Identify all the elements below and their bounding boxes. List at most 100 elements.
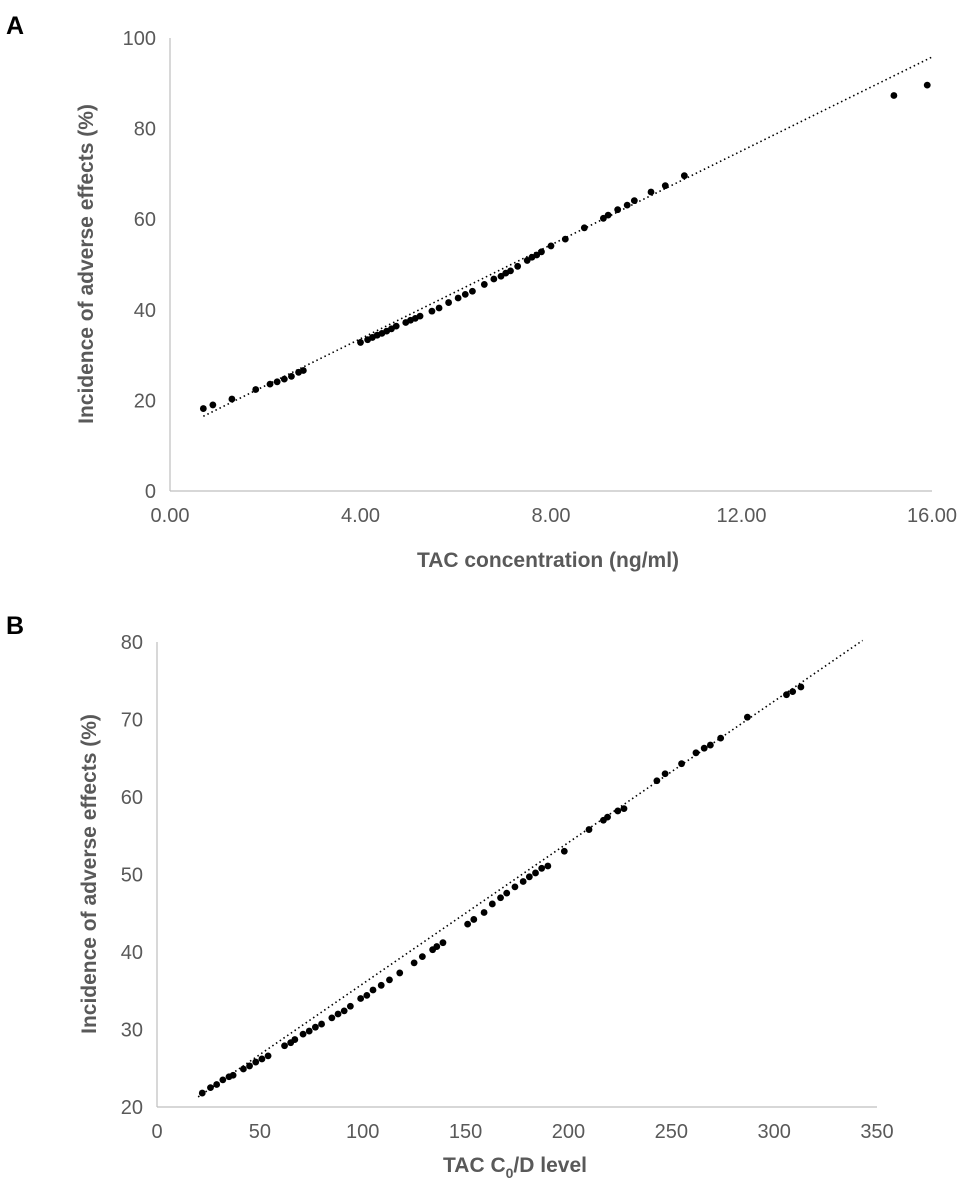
panel-a-data-point bbox=[228, 395, 236, 403]
panel-a-y-tick-label: 80 bbox=[134, 119, 156, 141]
panel-b-data-point bbox=[717, 734, 725, 742]
panel-b-trendline bbox=[197, 639, 864, 1098]
panel-a-x-axis-title: TAC concentration (ng/ml) bbox=[417, 549, 679, 572]
panel-b-data-point bbox=[544, 862, 552, 870]
panel-a-data-point bbox=[416, 312, 424, 320]
panel-a-data-point bbox=[252, 386, 260, 393]
panel-a-data-point bbox=[469, 287, 476, 295]
panel-b-data-point bbox=[312, 1023, 319, 1031]
panel-b-y-tick-labels: 20 30 40 50 60 70 80 bbox=[121, 632, 143, 1119]
panel-b-data-point bbox=[511, 883, 519, 891]
panel-a-y-axis-title: Incidence of adverse effects (%) bbox=[75, 104, 98, 424]
panel-b-data-point bbox=[219, 1076, 227, 1084]
panel-b-data-point bbox=[299, 1030, 307, 1038]
panel-b-data-point bbox=[653, 777, 661, 785]
panel-b-data-point bbox=[620, 805, 628, 813]
panel-b-y-tick-label: 70 bbox=[121, 710, 143, 732]
panel-a-data-point bbox=[630, 197, 638, 205]
panel-a-x-tick-labels: 0.00 4.00 8.00 12.00 16.00 bbox=[151, 505, 958, 527]
panel-b-data-point bbox=[281, 1042, 288, 1050]
panel-a-y-tick-label: 20 bbox=[134, 390, 156, 412]
panel-b-x-tick-label: 150 bbox=[449, 1121, 482, 1143]
panel-a-data-point bbox=[435, 304, 443, 312]
panel-a-points bbox=[199, 81, 931, 412]
panel-a-data-point bbox=[680, 172, 688, 180]
panel-a-data-point bbox=[273, 378, 281, 386]
panel-b-data-point bbox=[318, 1020, 325, 1028]
panel-b-data-point bbox=[264, 1052, 272, 1060]
panel-b-data-point bbox=[410, 959, 418, 967]
panel-a-data-point bbox=[357, 339, 364, 346]
panel-b-data-point bbox=[532, 869, 539, 877]
panel-a-data-point bbox=[266, 380, 274, 388]
panel-b-y-axis-title: Incidence of adverse effects (%) bbox=[78, 714, 101, 1034]
panel-a-data-point bbox=[890, 92, 898, 99]
panel-b-y-tick-label: 40 bbox=[121, 942, 143, 964]
panel-b-points bbox=[198, 683, 805, 1097]
panel-b-data-point bbox=[433, 943, 441, 950]
panel-b-data-point bbox=[258, 1055, 266, 1063]
panel-b-data-point bbox=[503, 889, 511, 897]
panel-b-data-point bbox=[661, 770, 669, 778]
panel-a-x-tick-label: 16.00 bbox=[907, 505, 957, 527]
panel-b-data-point bbox=[207, 1084, 214, 1092]
panel-b-data-point bbox=[678, 760, 685, 768]
panel-a-data-point bbox=[507, 267, 514, 275]
panel-a-data-point bbox=[661, 182, 669, 190]
panel-a-data-point bbox=[461, 290, 469, 298]
panel-a-x-tick-label: 12.00 bbox=[716, 505, 766, 527]
panel-b-y-tick-label: 30 bbox=[121, 1020, 143, 1042]
panel-b-data-point bbox=[229, 1071, 237, 1079]
panel-a-data-point bbox=[647, 188, 655, 196]
panel-b-data-point bbox=[614, 807, 622, 815]
panel-b-data-point bbox=[439, 939, 447, 947]
panel-b-x-tick-label: 250 bbox=[655, 1121, 688, 1143]
panel-b-y-tick-label: 60 bbox=[121, 787, 143, 809]
panel-b-data-point bbox=[797, 683, 805, 691]
panel-a-data-point bbox=[538, 248, 545, 256]
panel-b-data-point bbox=[706, 741, 714, 749]
panel-b-data-point bbox=[525, 873, 533, 881]
panel-a-trendline bbox=[202, 56, 933, 417]
panel-a-data-point bbox=[428, 307, 436, 315]
panel-a-data-point bbox=[209, 401, 217, 409]
panel-b-data-point bbox=[328, 1014, 336, 1022]
panel-a-data-point bbox=[580, 224, 588, 232]
panel-b-data-point bbox=[519, 878, 527, 885]
panel-b-data-point bbox=[560, 847, 568, 855]
panel-b-data-point bbox=[744, 713, 751, 721]
panel-a-data-point bbox=[288, 372, 295, 380]
panel-b-data-point bbox=[198, 1089, 206, 1097]
panel-a-x-tick-label: 0.00 bbox=[151, 505, 190, 527]
panel-a-data-point bbox=[604, 211, 612, 219]
panel-a-y-tick-label: 40 bbox=[134, 300, 156, 322]
panel-b-data-point bbox=[246, 1062, 253, 1070]
panel-a-y-tick-label: 60 bbox=[134, 209, 156, 231]
panel-b-y-tick-label: 50 bbox=[121, 865, 143, 887]
panel-b-x-axis-title-main: TAC C bbox=[443, 1154, 506, 1177]
panel-b-data-point bbox=[346, 1002, 354, 1010]
panel-a-x-tick-label: 4.00 bbox=[341, 505, 380, 527]
panel-a-y-tick-label: 100 bbox=[123, 28, 156, 50]
panel-b-data-point bbox=[538, 864, 546, 872]
panel-a-data-point bbox=[623, 201, 631, 209]
panel-b-data-point bbox=[497, 894, 504, 902]
panel-a-data-point bbox=[199, 405, 207, 412]
panel-b-x-tick-label: 0 bbox=[151, 1121, 162, 1143]
panel-a-data-point bbox=[299, 367, 307, 374]
panel-b-data-point bbox=[700, 744, 708, 752]
panel-b-data-point bbox=[464, 920, 472, 928]
panel-a-data-point bbox=[514, 262, 522, 270]
panel-b-data-point bbox=[305, 1027, 313, 1035]
panel-b-data-point bbox=[783, 691, 790, 699]
panel-a-data-point bbox=[490, 275, 498, 283]
panel-a-data-point bbox=[454, 294, 462, 302]
panel-b-data-point bbox=[488, 900, 496, 908]
panel-a-data-point bbox=[547, 242, 555, 250]
panel-b-data-point bbox=[585, 826, 593, 833]
chart-panel-b: B 0 50 100 150 200 250 300 350 20 30 40 50 60 70 80 T… bbox=[6, 612, 894, 1181]
panel-b-label: B bbox=[6, 612, 24, 640]
panel-b-data-point bbox=[363, 992, 371, 999]
panel-b-data-point bbox=[291, 1036, 299, 1043]
